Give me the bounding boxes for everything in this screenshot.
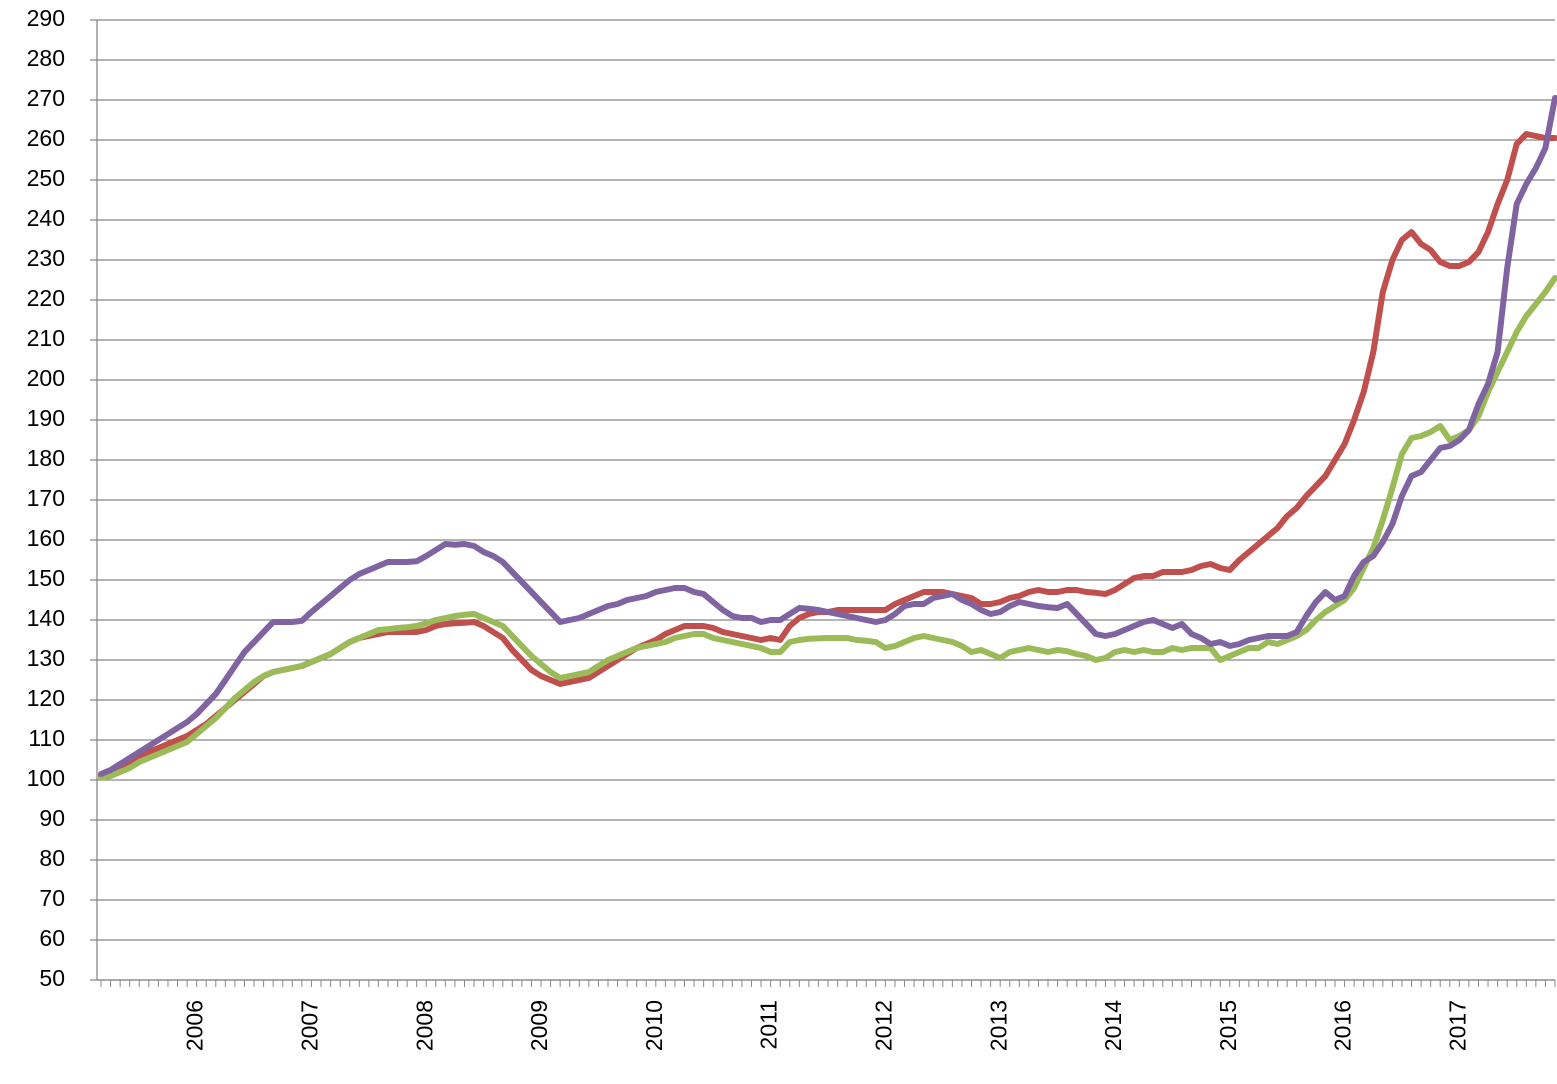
x-tick-label: 2012 xyxy=(870,1000,896,1051)
y-tick-label: 250 xyxy=(27,165,65,191)
x-tick-label: 2013 xyxy=(985,1000,1011,1051)
y-tick-label: 210 xyxy=(27,325,65,351)
y-tick-label: 170 xyxy=(27,485,65,511)
y-tick-label: 50 xyxy=(39,965,65,991)
y-tick-label: 200 xyxy=(27,365,65,391)
y-tick-label: 260 xyxy=(27,125,65,151)
y-tick-label: 110 xyxy=(28,725,65,751)
y-tick-label: 150 xyxy=(27,565,65,591)
line-series xyxy=(98,95,1557,777)
line-series xyxy=(98,275,1557,781)
x-tick-label: 2006 xyxy=(182,1000,208,1051)
x-tick-label: 2017 xyxy=(1444,1000,1470,1051)
x-tick-label: 2015 xyxy=(1215,1000,1241,1051)
line-series xyxy=(98,131,1557,779)
y-tick-label: 280 xyxy=(27,45,65,71)
y-tick-label: 120 xyxy=(27,685,65,711)
x-tick-label: 2011 xyxy=(756,1000,782,1049)
y-tick-label: 140 xyxy=(27,605,65,631)
x-tick-label: 2016 xyxy=(1330,1000,1356,1051)
y-tick-label: 130 xyxy=(27,645,65,671)
y-tick-label: 180 xyxy=(27,445,65,471)
x-tick-label: 2007 xyxy=(297,1000,323,1051)
y-tick-label: 220 xyxy=(27,285,65,311)
y-tick-label: 190 xyxy=(27,405,65,431)
x-tick-label: 2010 xyxy=(641,1000,667,1051)
y-tick-label: 240 xyxy=(27,205,65,231)
y-tick-label: 100 xyxy=(27,765,65,791)
y-tick-label: 160 xyxy=(27,525,65,551)
x-tick-label: 2014 xyxy=(1100,1000,1126,1051)
y-tick-label: 70 xyxy=(39,885,65,911)
y-tick-label: 80 xyxy=(39,845,65,871)
y-tick-label: 270 xyxy=(27,85,65,111)
y-tick-label: 230 xyxy=(27,245,65,271)
x-tick-label: 2008 xyxy=(411,1000,437,1051)
y-tick-label: 90 xyxy=(39,805,65,831)
x-tick-label: 2009 xyxy=(526,1000,552,1051)
y-tick-label: 290 xyxy=(27,5,65,31)
y-tick-label: 60 xyxy=(39,925,65,951)
